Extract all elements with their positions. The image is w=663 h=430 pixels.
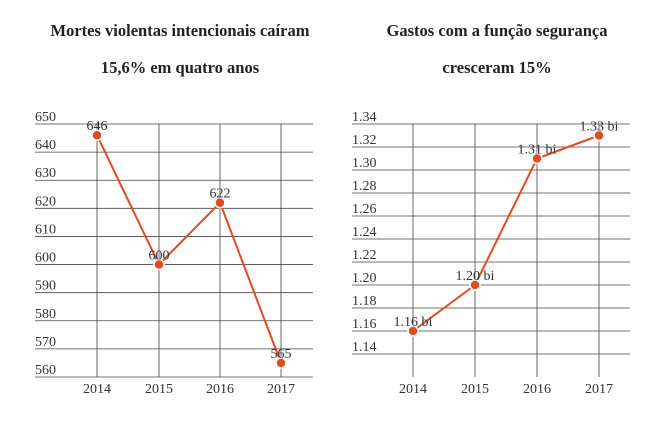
chart-2-data-point: [407, 325, 419, 337]
chart-1-ytick-label: 570: [35, 335, 56, 350]
chart-2-ytick-label: 1.34: [352, 110, 377, 125]
chart-2-ytick-label: 1.22: [352, 248, 377, 263]
right-title-line-2: cresceram 15%: [442, 58, 552, 77]
chart-1-data-point: [275, 357, 287, 369]
chart-2-xtick-label: 2014: [399, 382, 427, 397]
chart-1-data-point: [153, 258, 165, 271]
chart-2-ytick-label: 1.30: [352, 156, 377, 171]
chart-2-data-label: 1.31 bi: [518, 143, 557, 158]
chart-1-ytick-label: 650: [35, 110, 56, 125]
chart-2-ytick-label: 1.14: [352, 340, 377, 355]
left-title-line-1: Mortes violentas intencionais caíram: [50, 21, 310, 40]
chart-2-data-point: [531, 152, 543, 165]
chart-2-ytick-label: 1.32: [352, 133, 377, 148]
chart-1-data-point: [214, 196, 226, 209]
chart-2-ytick-label: 1.16: [352, 317, 377, 332]
chart-2-xtick-label: 2015: [461, 382, 489, 397]
chart-1-xtick-label: 2015: [145, 382, 173, 397]
chart-1-ytick-label: 580: [35, 307, 56, 322]
chart-1-data-point: [91, 129, 103, 141]
chart-2-xtick-label: 2017: [585, 382, 613, 397]
chart-1-ytick-label: 610: [35, 222, 56, 237]
chart-1-ytick-label: 640: [35, 138, 56, 153]
right-title-line-1: Gastos com a função segurança: [386, 21, 608, 40]
left-title-line-2: 15,6% em quatro anos: [100, 58, 260, 77]
chart-1-data-label: 646: [87, 119, 108, 134]
chart-2-series-line: [412, 134, 600, 332]
chart-1-ytick-label: 600: [35, 251, 56, 266]
chart-1-xtick-label: 2016: [206, 382, 234, 397]
chart-2-data-point: [593, 129, 605, 142]
left-chart-title: Mortes violentas intencionais caíram 15,…: [20, 12, 340, 86]
chart-2-ytick-label: 1.26: [352, 202, 377, 217]
chart-1-ytick-label: 630: [35, 166, 56, 181]
chart-2-data-label: 1.16 bi: [394, 315, 433, 330]
right-chart-title: Gastos com a função segurança cresceram …: [337, 12, 657, 86]
chart-2-ytick-label: 1.20: [352, 271, 377, 286]
chart-2-ytick-label: 1.24: [352, 225, 377, 240]
chart-1-ytick-label: 590: [35, 279, 56, 294]
chart-2-data-point: [469, 279, 481, 291]
chart-2-data-label: 1.33 bi: [580, 120, 619, 135]
chart-2-xtick-label: 2016: [523, 382, 551, 397]
chart-2-data-label: 1.20 bi: [456, 269, 495, 284]
chart-1-data-label: 600: [149, 249, 170, 264]
chart-2-ytick-label: 1.18: [352, 294, 377, 309]
chart-2-ytick-label: 1.28: [352, 179, 377, 194]
chart-1-series-line: [96, 134, 282, 364]
chart-1-ytick-label: 560: [35, 363, 56, 378]
chart-1-xtick-label: 2017: [267, 382, 295, 397]
chart-1-ytick-label: 620: [35, 194, 56, 209]
chart-1-xtick-label: 2014: [83, 382, 111, 397]
chart-1-data-label: 565: [271, 347, 292, 362]
chart-1-data-label: 622: [210, 187, 231, 202]
